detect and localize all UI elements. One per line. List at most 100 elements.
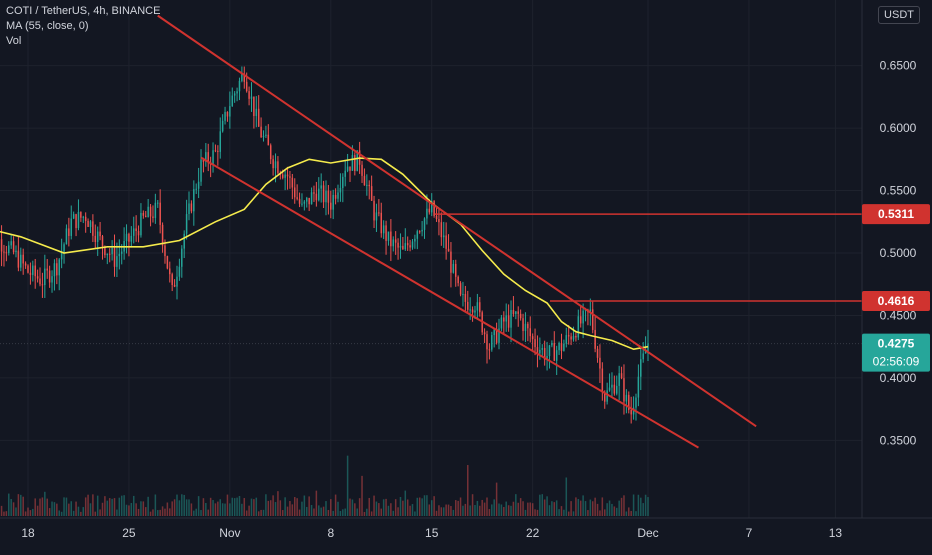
candle-body [548,345,551,357]
candle-body [281,174,284,178]
volume-bar [354,503,356,516]
candle-body [152,216,154,218]
volume-bar [404,490,407,516]
volume-bar [380,508,383,516]
volume-bar [534,509,536,516]
candle-body [185,214,188,234]
volume-bar [435,510,438,516]
volume-bar [382,499,385,516]
volume-bar [392,510,395,516]
volume-bar [555,500,558,516]
channel-upper-line [157,14,757,428]
x-tick-label: 13 [829,526,843,540]
x-tick-label: 8 [327,526,334,540]
candle-body [608,387,611,391]
candle-body [219,131,221,152]
volume-bar [642,503,644,516]
volume-bar [142,501,145,516]
candle-body [409,245,411,248]
candle-body [640,359,642,377]
candle-body [221,120,224,132]
volume-bar [48,508,51,516]
candle-body [534,339,536,348]
volume-bar [632,494,635,516]
volume-bar [5,511,8,516]
volume-bar [342,509,344,516]
candle-body [32,265,34,275]
candle-body [265,134,267,136]
volume-bar [56,503,58,516]
candle-body [310,192,313,205]
volume-bar [334,494,337,516]
y-tick-label: 0.3500 [880,433,917,447]
candle-body [75,214,77,229]
volume-bar [209,497,212,516]
volume-bar [577,498,580,516]
volume-bar [94,511,97,516]
volume-bar [628,507,630,516]
volume-bar [238,496,241,516]
volume-bar [411,504,414,516]
candle-body [39,278,41,285]
volume-bar [616,507,618,516]
candle-body [430,201,433,213]
candle-body [104,246,106,256]
candle-body [301,203,303,205]
candle-body [558,343,560,351]
volume-bar [34,498,36,516]
candle-body [77,212,80,229]
candle-body [563,343,565,351]
volume-bar [479,505,481,516]
volume-bar [493,499,495,516]
volume-bar [603,509,606,516]
candle-body [512,309,515,315]
volume-bar [399,496,402,516]
volume-bar [154,494,157,516]
candle-body [96,231,99,243]
volume-bar [108,498,111,516]
candle-body [29,272,32,275]
candle-body [644,351,647,354]
x-axis[interactable]: 18 25 Nov 8 15 22 Dec 7 13 [0,517,932,540]
candle-body [385,225,387,241]
candle-body [402,245,404,250]
candle-body [330,202,332,210]
volume-bar [464,503,467,516]
volume-bar [310,505,313,516]
volume-bar [58,510,60,516]
candle-body [452,263,455,273]
candle-body [522,318,524,331]
volume-bar [548,505,551,516]
volume-bar [279,500,282,516]
volume-bar [60,511,63,516]
volume-bar [368,497,370,516]
candle-body [382,225,385,234]
volume-bar [601,497,604,516]
price-label-box [862,204,930,225]
candle-body [166,256,169,269]
volume-bar [145,507,147,516]
candle-body [147,206,149,218]
volume-bar [563,509,565,516]
candle-body [118,253,121,257]
candle-body [188,203,190,215]
volume-bar [281,510,284,516]
volume-bar [243,498,246,516]
volume-bar [248,505,250,516]
x-tick-label: Dec [637,526,658,540]
volume-bar [116,509,118,516]
candle-body [116,256,118,267]
volume-bar [132,495,135,516]
candle-body [130,235,133,242]
currency-button[interactable]: USDT [878,6,920,24]
candle-body [12,241,15,253]
volume-bar [308,496,310,516]
candle-body [226,111,229,117]
volume-bar [217,501,219,516]
y-axis[interactable]: 0.6500 0.6000 0.5500 0.5000 0.4500 0.4000 0.35… [861,0,932,550]
volume-bar [428,504,431,516]
volume-bar [442,507,445,516]
candle-body [315,193,318,201]
